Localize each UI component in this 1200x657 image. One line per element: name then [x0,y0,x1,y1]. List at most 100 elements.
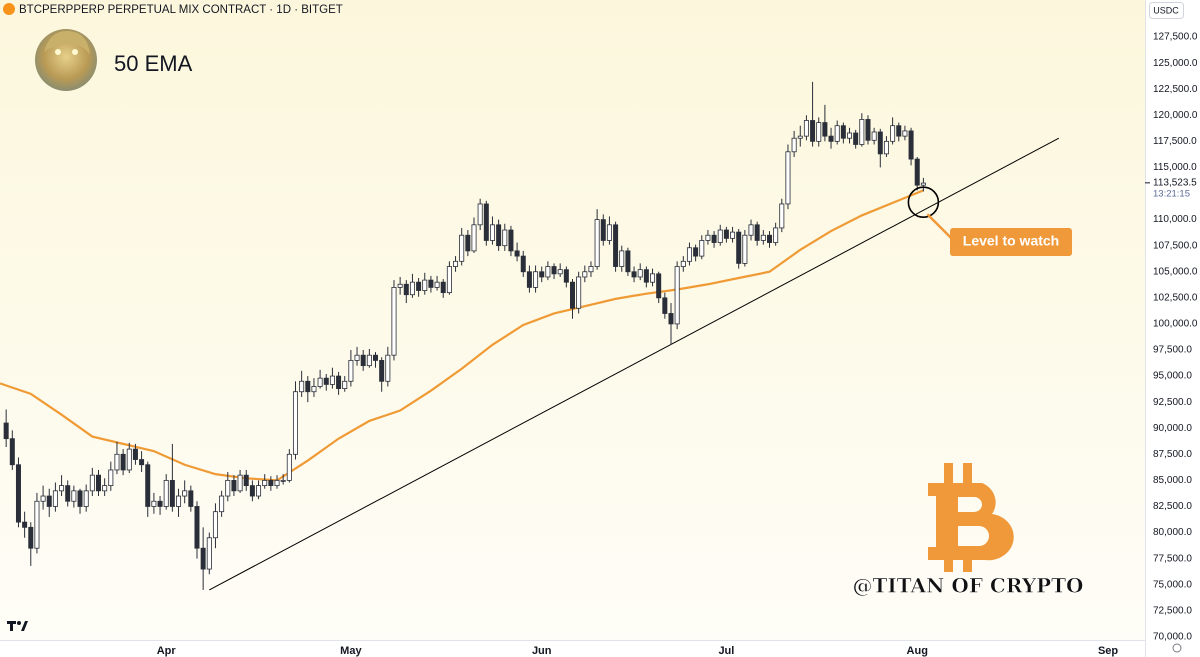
candle-body [317,377,323,387]
y-tick-label: 100,000.0 [1153,319,1198,330]
candle-body [256,485,262,497]
candle-body [625,250,631,273]
candle-body [262,479,268,487]
candle-body [902,130,908,137]
candle-body [477,203,483,226]
plot [0,81,1060,591]
x-tick-label: Sep [1098,645,1118,657]
y-tick-label: 102,500.0 [1153,292,1198,303]
candle-body [194,506,200,549]
candle-body [680,260,686,267]
candle-body [46,495,52,507]
candle-body [373,354,379,361]
candle-body [52,490,58,507]
candle-body [329,375,335,385]
candle-body [668,313,674,325]
candle-body [157,500,163,507]
candle-body [557,269,563,275]
candle-body [453,260,459,267]
candle-body [114,453,120,471]
candle-body [847,132,853,139]
candle-body [102,485,108,492]
x-tick-label: May [340,645,362,657]
candle-body [539,271,545,278]
y-tick-label: 105,000.0 [1153,266,1198,277]
candle-body [514,250,520,257]
candle-body [249,485,255,497]
x-tick-label: Aug [907,645,928,657]
candle-body [797,135,803,139]
candle-body [588,266,594,273]
candle-body [416,281,422,291]
candle-body [828,135,834,142]
candle-body [268,479,274,487]
candle-body [206,537,212,570]
candle-body [83,490,89,507]
candle-body [810,120,816,142]
candle-body [606,224,612,241]
candle-body [748,224,754,236]
candle-body [342,380,348,389]
candle-body [3,422,9,440]
candle-body [545,266,551,278]
settings-icon[interactable] [1172,643,1182,653]
candle-body [533,271,539,288]
candle-body [212,511,218,539]
candle-body [145,464,151,507]
last-price-bg [1146,174,1200,199]
candle-body [286,453,292,481]
bitcoin-logo [928,463,1014,572]
candle-body [9,438,15,466]
candle-body [643,269,649,283]
candle-body [391,287,397,356]
candle-body [613,224,619,267]
candle-body [169,479,175,507]
candle-body [163,479,169,507]
candle-body [409,281,415,296]
candle-body [914,158,920,186]
y-tick-label: 92,500.0 [1153,397,1192,408]
candle-body [686,247,692,262]
symbol-icon [3,3,15,15]
candle-body [822,122,828,137]
candle-body [791,137,797,153]
y-tick-label: 125,000.0 [1153,58,1198,69]
y-tick-label: 72,500.0 [1153,605,1192,616]
candle-body [840,125,846,139]
candle-body [446,266,452,294]
candle-body [15,464,21,523]
candle-body [77,490,83,507]
candle-body [877,131,883,155]
candle-body [551,266,557,275]
candle-body [176,495,182,507]
candle-body [385,354,391,382]
candle-body [483,203,489,241]
candle-body [890,125,896,142]
candle-body [711,234,717,243]
y-tick-label: 80,000.0 [1153,527,1192,538]
candle-body [336,375,342,389]
candle-body [920,182,926,186]
candle-body [354,354,360,361]
candle-body [71,490,77,502]
candle-body [859,119,865,145]
candle-body [200,547,206,570]
candle-body [292,391,298,455]
countdown-label: 13:21:15 [1153,188,1190,199]
candle-body [520,255,526,273]
candle-body [182,490,188,497]
y-tick-label: 70,000.0 [1153,632,1192,643]
currency-box[interactable] [1149,2,1184,19]
y-tick-label: 110,000.0 [1153,214,1197,225]
candle-body [773,227,779,243]
candle-body [348,360,354,382]
candle-body [225,479,231,497]
currency-label[interactable]: USDC [1153,5,1179,15]
candle-body [723,229,729,239]
candle-body [237,474,243,492]
candle-body [231,479,237,492]
candle-body [563,269,569,283]
candle-body [853,132,859,145]
candle-body [631,271,637,278]
